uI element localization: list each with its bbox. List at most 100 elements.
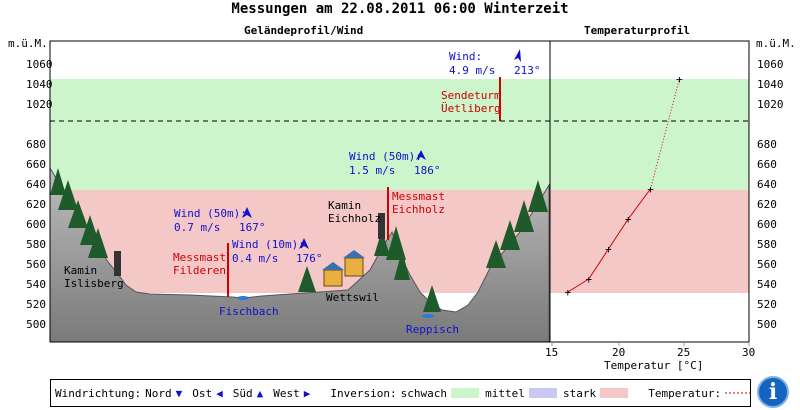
legend-weak-label: schwach — [400, 386, 447, 400]
legend-wind-dir-label: Windrichtung: — [55, 386, 142, 400]
legend-ost-label: Ost — [192, 386, 213, 400]
axis-unit-right: m.ü.M. — [756, 37, 796, 50]
tick-label: 600 — [757, 218, 777, 231]
temperature-segment — [567, 278, 590, 293]
uetliberg-name-line1: Sendeturm — [441, 89, 501, 102]
filderen-wind50-dir: 167° — [239, 221, 266, 234]
wind-arrow-uetliberg — [514, 49, 521, 62]
filderen-wind10-label: Wind (10m): — [232, 238, 305, 251]
right-axis-ticks: 1060 1040 1020 680 660 640 620 600 580 5… — [757, 55, 784, 335]
islisberg-kamin-line1: Kamin — [64, 264, 98, 277]
temp-tick-label: 20 — [612, 346, 626, 359]
tick-label: 1040 — [26, 78, 53, 91]
inversion-weak-band — [50, 79, 749, 190]
temp-tick-label: 15 — [545, 346, 559, 359]
tick-label: 680 — [26, 138, 46, 151]
temperature-point: + — [564, 286, 571, 299]
temperature-point: + — [585, 273, 592, 286]
tick-label: 600 — [26, 218, 46, 231]
legend-sued-label: Süd — [232, 386, 253, 400]
uetliberg-wind-speed: 4.9 m/s — [449, 64, 496, 77]
arrow-up-icon: ▲ — [256, 386, 264, 400]
temperature-segment — [627, 188, 651, 220]
temperature-segment — [588, 248, 609, 280]
tick-label: 660 — [757, 158, 777, 171]
tick-label: 1020 — [757, 98, 784, 111]
tick-label: 1040 — [757, 78, 784, 91]
tick-label: 1060 — [757, 58, 784, 71]
kamin-eichholz-chimney — [378, 213, 385, 239]
wind-arrows — [242, 49, 521, 249]
tick-label: 680 — [757, 138, 777, 151]
legend-medium-label: mittel — [485, 386, 525, 400]
temperature-segment — [650, 78, 680, 190]
tick-label: 560 — [26, 258, 46, 271]
temperature-profile-line: + + + + + + — [564, 73, 683, 299]
kamin-islisberg-chimney — [114, 251, 121, 276]
eichholz-mast-line2: Eichholz — [392, 203, 445, 216]
temperature-point: + — [676, 73, 683, 86]
legend-temperature-label: Temperatur: — [648, 386, 722, 400]
info-icon[interactable]: i — [757, 376, 789, 408]
reppisch-water — [422, 314, 434, 318]
eichholz-kamin-line1: Kamin — [328, 199, 362, 212]
temp-grid — [551, 342, 750, 346]
filderen-wind50-speed: 0.7 m/s — [174, 221, 221, 234]
wind-arrow-filderen-50 — [242, 207, 252, 218]
eichholz-kamin-line2: Eichholz — [328, 212, 381, 225]
eichholz-wind-speed: 1.5 m/s — [349, 164, 396, 177]
tick-label: 1060 — [26, 58, 53, 71]
tick-label: 660 — [26, 158, 46, 171]
page-title: Messungen am 22.08.2011 06:00 Winterzeit — [231, 1, 569, 17]
temp-axis-label: Temperatur [°C] — [604, 359, 704, 372]
tick-label: 500 — [757, 318, 777, 331]
temperature-segment — [608, 218, 629, 250]
tick-label: 540 — [757, 278, 777, 291]
filderen-wind10-dir: 176° — [296, 252, 323, 265]
place-fischbach: Fischbach — [219, 305, 279, 318]
eichholz-mast-line1: Messmast — [392, 190, 445, 203]
legend-strong-label: stark — [563, 386, 597, 400]
filderen-wind10-speed: 0.4 m/s — [232, 252, 279, 265]
legend-temperature-line — [725, 392, 750, 394]
tick-label: 620 — [757, 198, 777, 211]
tick-label: 640 — [26, 178, 46, 191]
place-wettswil: Wettswil — [326, 291, 379, 304]
uetliberg-wind-dir: 213° — [514, 64, 541, 77]
place-reppisch: Reppisch — [406, 323, 459, 336]
islisberg-kamin-line2: Islisberg — [64, 277, 124, 290]
eichholz-wind-dir: 186° — [414, 164, 441, 177]
filderen-mast-line1: Messmast — [173, 251, 226, 264]
filderen-wind50-label: Wind (50m): — [174, 207, 247, 220]
houses — [322, 250, 365, 287]
tick-label: 500 — [26, 318, 46, 331]
fischbach-water — [237, 296, 249, 300]
eichholz-wind-label: Wind (50m): — [349, 150, 422, 163]
arrow-down-icon: ▼ — [175, 386, 183, 400]
trees — [50, 168, 548, 312]
temp-tick-label: 30 — [742, 346, 756, 359]
wind-arrow-filderen-10 — [299, 238, 309, 249]
tick-label: 520 — [757, 298, 777, 311]
legend-strong-swatch — [600, 388, 629, 398]
tick-label: 520 — [26, 298, 46, 311]
axis-unit-left: m.ü.M. — [8, 37, 48, 50]
wind-arrow-eichholz — [416, 150, 426, 160]
temperature-panel-title: Temperaturprofil — [584, 24, 690, 37]
legend-weak-swatch — [450, 388, 480, 398]
arrow-left-icon: ◀ — [216, 386, 223, 400]
legend-inversion-label: Inversion: — [330, 386, 397, 400]
profile-panel-title: Geländeprofil/Wind — [244, 24, 364, 37]
legend-west-label: West — [273, 386, 300, 400]
legend-nord-label: Nord — [145, 386, 172, 400]
tick-label: 1020 — [26, 98, 53, 111]
tick-label: 620 — [26, 198, 46, 211]
temp-tick-label: 25 — [677, 346, 691, 359]
uetliberg-name-line2: Üetliberg — [441, 102, 501, 115]
legend: Windrichtung: Nord ▼ Ost ◀ Süd ▲ West ▶ … — [50, 379, 751, 407]
temperature-point: + — [605, 243, 612, 256]
tick-label: 560 — [757, 258, 777, 271]
chart-frame — [49, 40, 750, 343]
tick-label: 580 — [757, 238, 777, 251]
